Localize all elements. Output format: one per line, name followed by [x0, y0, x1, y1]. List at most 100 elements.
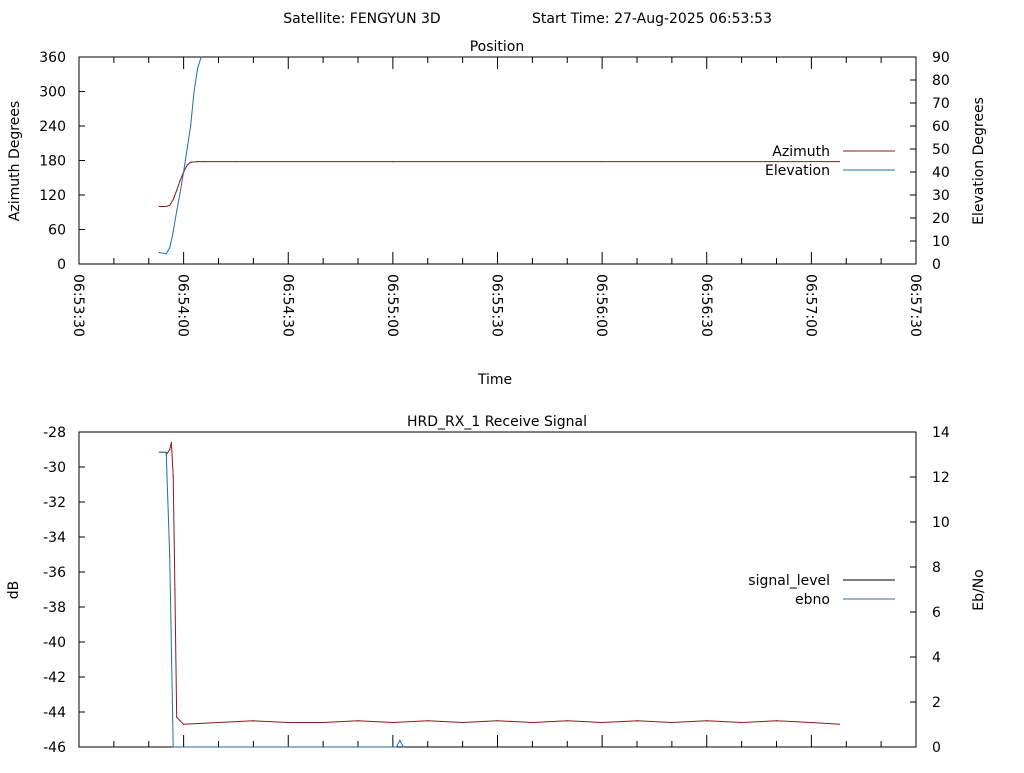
data-point-ebno [172, 746, 174, 748]
x-tick-label: 06:57:30 [907, 274, 923, 337]
data-point-signal-level [636, 720, 638, 722]
data-point-elevation [172, 231, 174, 233]
data-point-elevation [158, 251, 160, 254]
y-tick-label: -34 [43, 530, 66, 546]
data-point-ebno [399, 739, 401, 741]
data-point-signal-level [179, 720, 181, 722]
data-point-azimuth [197, 161, 199, 163]
data-point-signal-level [775, 720, 778, 722]
y-tick-label: 60 [48, 223, 66, 239]
data-point-azimuth [204, 161, 206, 163]
y2-tick-label: 40 [932, 165, 950, 181]
y2-tick-label: 6 [932, 605, 941, 621]
y-tick-label: 360 [39, 50, 66, 66]
x-tick-label: 06:54:00 [175, 274, 191, 337]
position-x-axis-label: Time [477, 372, 512, 388]
data-point-signal-level [741, 721, 743, 724]
y2-tick-label: 8 [932, 560, 941, 576]
data-point-elevation [193, 90, 195, 93]
data-point-azimuth [172, 199, 174, 201]
y-tick-label: -32 [43, 495, 66, 511]
data-point-elevation [197, 67, 199, 70]
y-tick-label: -30 [43, 460, 66, 476]
data-point-elevation [169, 247, 171, 249]
data-point-ebno [402, 746, 404, 748]
x-tick-label: 06:56:30 [698, 274, 714, 337]
position-panel: Position Time Azimuth Degrees Elevation … [7, 39, 987, 388]
data-point-elevation [165, 253, 167, 255]
satellite-label: Satellite: FENGYUN 3D [283, 11, 440, 27]
data-point-elevation [200, 56, 202, 58]
data-point-elevation [186, 148, 188, 150]
data-point-signal-level [176, 716, 178, 718]
signal-y2-axis-label: Eb/No [971, 569, 987, 611]
data-point-signal-level [601, 721, 603, 724]
data-point-signal-level [172, 475, 174, 477]
data-point-azimuth [235, 161, 237, 163]
signal-y-axis-label: dB [6, 581, 22, 600]
x-tick-label: 06:55:30 [489, 274, 505, 337]
y2-tick-label: 0 [932, 257, 941, 273]
series-line-elevation [159, 56, 202, 255]
y-tick-label: 0 [57, 257, 66, 273]
y-tick-label: 240 [39, 119, 66, 135]
y-tick-label: -46 [43, 740, 66, 756]
data-point-signal-level [392, 721, 394, 724]
data-point-elevation [179, 192, 181, 194]
data-point-signal-level [566, 720, 568, 722]
data-point-ebno [169, 555, 171, 557]
data-point-signal-level [357, 720, 359, 722]
data-point-azimuth [186, 164, 188, 166]
y-tick-label: 120 [39, 188, 66, 204]
start-time-label: Start Time: 27-Aug-2025 06:53:53 [532, 11, 772, 27]
data-point-elevation [183, 171, 185, 173]
data-point-azimuth [190, 161, 192, 163]
position-y2-axis-label: Elevation Degrees [971, 97, 987, 225]
y2-tick-label: 10 [932, 234, 950, 250]
data-point-signal-level [287, 721, 289, 724]
signal-chart-title: HRD_RX_1 Receive Signal [407, 414, 587, 430]
data-point-signal-level [462, 721, 464, 724]
x-tick-label: 06:53:30 [70, 274, 86, 337]
y2-tick-label: 10 [932, 515, 950, 531]
legend-ebno-label: ebno [795, 592, 830, 608]
y2-tick-label: 80 [932, 73, 950, 89]
legend-azimuth-label: Azimuth [772, 144, 830, 160]
y2-tick-label: 30 [932, 188, 950, 204]
y-tick-label: -40 [43, 635, 66, 651]
data-point-elevation [176, 210, 178, 212]
y2-tick-label: 0 [932, 740, 941, 756]
data-point-signal-level [252, 720, 254, 722]
series-line-signal-level [165, 442, 840, 725]
data-point-azimuth [810, 161, 813, 163]
data-point-azimuth [158, 205, 160, 208]
y-tick-label: 300 [39, 85, 66, 101]
y-tick-label: -28 [43, 425, 66, 441]
x-tick-label: 06:55:00 [384, 274, 400, 337]
y-tick-label: -38 [43, 600, 66, 616]
data-point-signal-level [169, 448, 171, 451]
data-point-signal-level [838, 723, 840, 725]
y-tick-label: -36 [43, 565, 66, 581]
data-point-signal-level [427, 720, 429, 722]
x-tick-label: 06:57:00 [802, 274, 818, 337]
signal-plot-frame [78, 431, 917, 748]
position-plot-frame [78, 56, 917, 265]
data-point-signal-level [531, 721, 534, 724]
data-point-azimuth [169, 204, 171, 206]
data-point-azimuth [392, 161, 394, 163]
data-point-signal-level [810, 721, 813, 724]
y2-tick-label: 20 [932, 211, 950, 227]
series-line-azimuth [159, 161, 840, 207]
data-point-azimuth [165, 205, 167, 208]
y-tick-label: 180 [39, 154, 66, 170]
data-point-signal-level [217, 721, 220, 724]
data-point-signal-level [671, 721, 673, 724]
data-point-signal-level [322, 721, 324, 724]
receive-signal-panel: HRD_RX_1 Receive Signal dB Eb/No signal_… [6, 414, 987, 756]
legend-elevation-label: Elevation [765, 163, 830, 179]
x-tick-label: 06:56:00 [593, 274, 609, 337]
data-point-signal-level [170, 441, 172, 444]
